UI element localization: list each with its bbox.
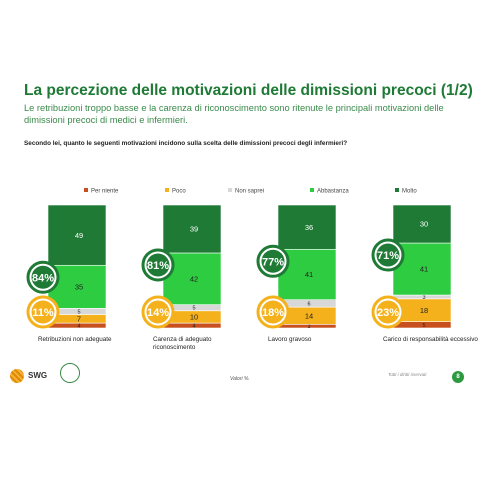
negative-total-badge-fill — [261, 300, 285, 324]
negative-total-label: 18% — [262, 307, 284, 319]
legend-swatch — [228, 188, 232, 192]
data-label: 10 — [190, 313, 198, 322]
positive-total-badge-fill — [376, 243, 400, 267]
page-subtitle: Le retribuzioni troppo basse e la carenz… — [24, 103, 444, 125]
legend-swatch — [84, 188, 88, 192]
legend-label: Poco — [172, 189, 186, 195]
category-label: Carenza di adeguato — [153, 336, 212, 343]
positive-total-label: 77% — [262, 256, 284, 268]
legend-label: Non saprei — [235, 189, 264, 195]
swg-logo-icon — [10, 369, 24, 383]
negative-total-label: 23% — [377, 307, 399, 319]
negative-total-badge-fill — [376, 300, 400, 324]
negative-total-label: 14% — [147, 307, 169, 319]
legend-swatch — [165, 188, 169, 192]
footer-note: Valori %. — [230, 376, 250, 382]
legend-swatch — [395, 188, 399, 192]
partner-logo-icon — [60, 363, 80, 383]
positive-total-label: 84% — [32, 272, 54, 284]
legend-label: Abbastanza — [317, 189, 349, 195]
data-label: 39 — [190, 225, 198, 234]
rights-notice: Tutti i diritti riservati — [388, 372, 427, 377]
page-title: La percezione delle motivazioni delle di… — [24, 82, 473, 99]
page-number: 8 — [452, 371, 464, 383]
data-label: 5 — [192, 306, 195, 312]
data-label: 4 — [192, 323, 195, 329]
positive-total-badge-fill — [146, 253, 170, 277]
data-label: 4 — [77, 323, 80, 329]
legend-label: Molto — [402, 189, 417, 195]
legend-swatch — [310, 188, 314, 192]
data-label: 36 — [305, 223, 313, 232]
bar-segment — [392, 204, 452, 244]
swg-logo-text: SWG — [28, 371, 48, 380]
category-label: riconoscimento — [153, 344, 196, 351]
data-label: 42 — [190, 274, 198, 283]
data-label: 14 — [305, 311, 313, 320]
positive-total-label: 81% — [147, 260, 169, 272]
data-label: 41 — [420, 265, 428, 274]
data-label: 30 — [420, 220, 428, 229]
data-label: 5 — [422, 323, 425, 329]
category-label: Retribuzioni non adeguate — [38, 336, 112, 343]
survey-question: Secondo lei, quanto le seguenti motivazi… — [24, 140, 348, 147]
category-label: Lavoro gravoso — [268, 336, 312, 343]
negative-total-label: 11% — [32, 307, 54, 319]
legend-label: Per niente — [91, 189, 119, 195]
positive-total-badge-fill — [261, 249, 285, 273]
bar-segment — [277, 204, 337, 250]
data-label: 41 — [305, 270, 313, 279]
data-label: 7 — [77, 314, 81, 323]
negative-total-badge-fill — [31, 300, 55, 324]
data-label: 3 — [422, 295, 425, 301]
data-label: 35 — [75, 282, 83, 291]
data-label: 3 — [307, 324, 310, 330]
category-label: Carico di responsabilità eccessivo — [383, 336, 478, 343]
positive-total-badge-fill — [31, 265, 55, 289]
bar-segment — [47, 204, 107, 266]
positive-total-label: 71% — [377, 250, 399, 262]
data-label: 49 — [75, 231, 83, 240]
negative-total-badge-fill — [146, 300, 170, 324]
data-label: 5 — [77, 309, 80, 315]
data-label: 6 — [307, 301, 310, 307]
data-label: 18 — [420, 306, 428, 315]
stacked-bar-chart: Per niente Poco Non saprei Abbastanza Molto 4… — [26, 188, 478, 351]
bar-segment — [162, 204, 222, 254]
